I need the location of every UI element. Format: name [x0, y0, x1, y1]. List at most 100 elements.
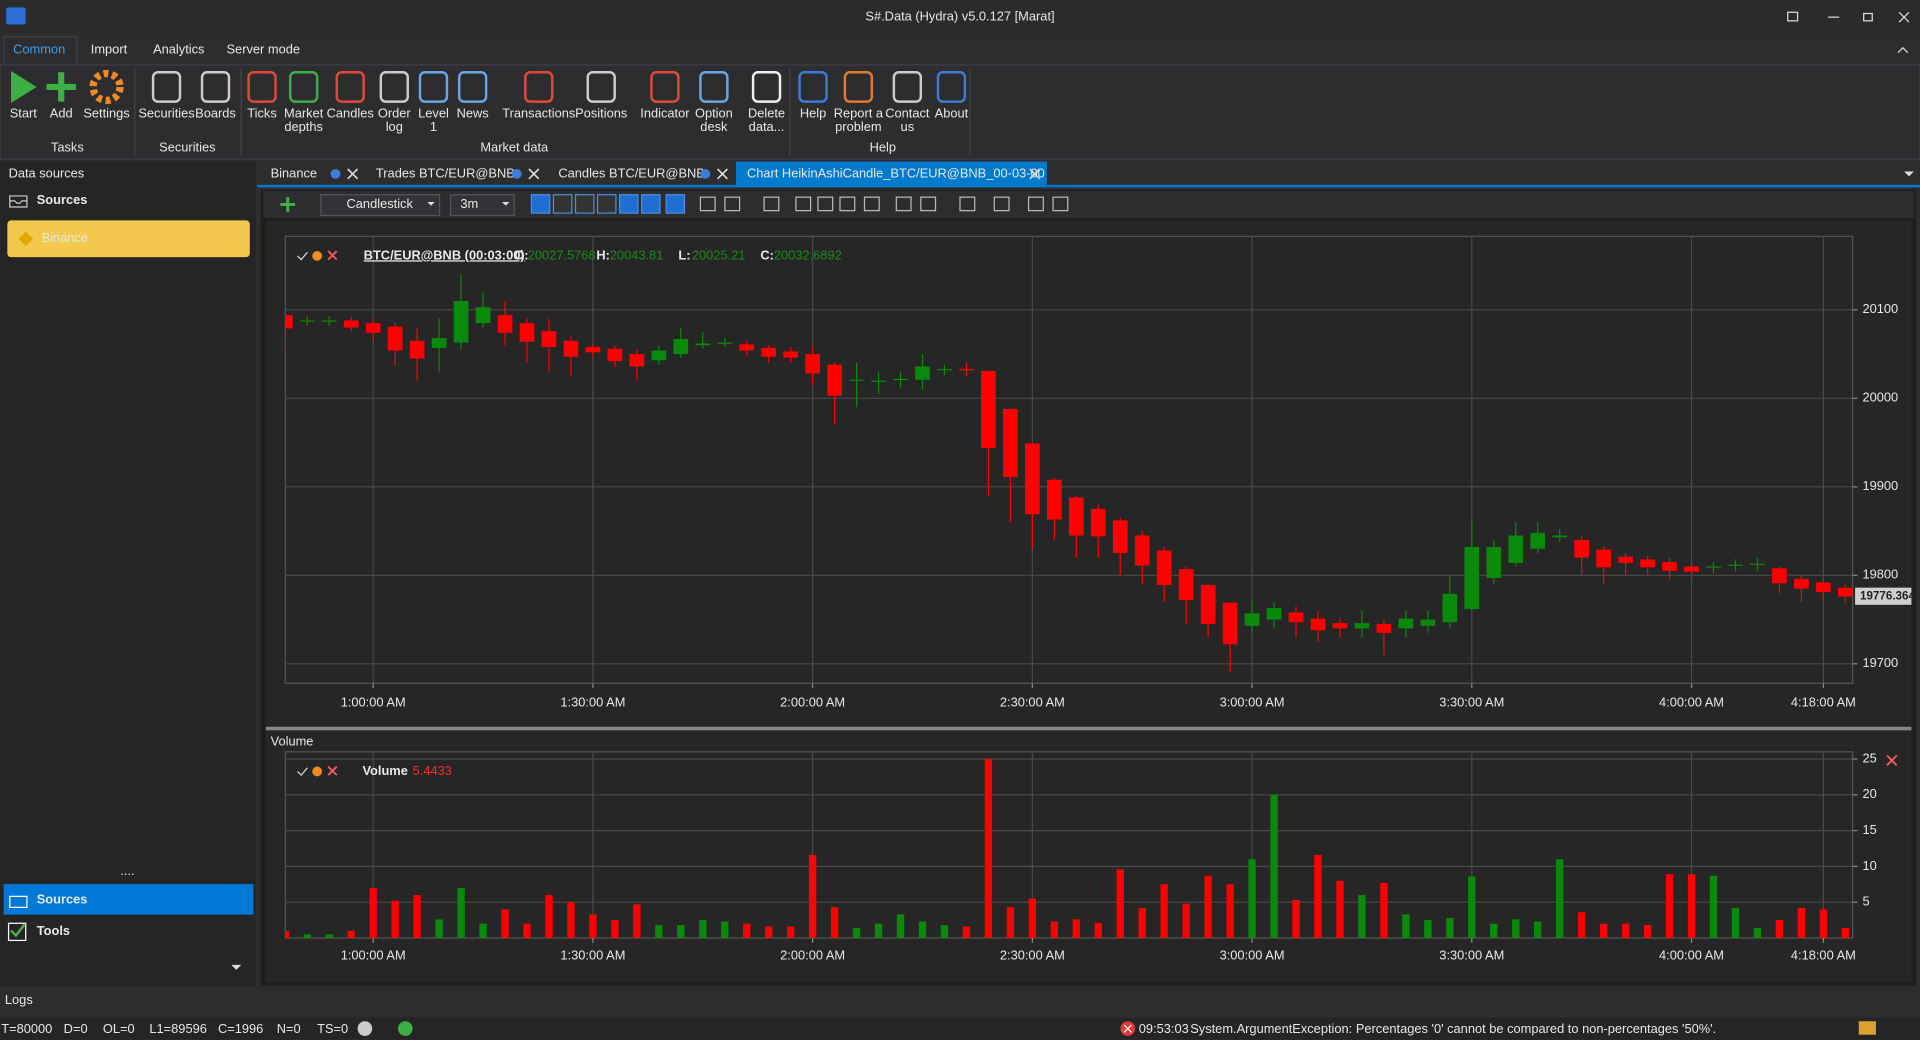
button-icon[interactable]	[89, 69, 124, 105]
ribbon-button-label[interactable]: Transactions	[502, 105, 575, 120]
ribbon-button-label[interactable]: depths	[284, 119, 323, 134]
chart-style[interactable]: Candlestick	[347, 196, 414, 211]
button-icon[interactable]	[699, 71, 729, 103]
button-icon[interactable]	[843, 71, 874, 103]
toolbar-toggle[interactable]	[552, 194, 573, 214]
button-icon[interactable]	[418, 71, 449, 103]
legend-check[interactable]	[297, 251, 308, 261]
toolbar-toggle[interactable]	[641, 194, 661, 214]
toolbar-icon[interactable]	[724, 196, 741, 212]
toolbar-icon[interactable]	[763, 196, 780, 212]
ribbon-button-label[interactable]: Candles	[327, 105, 374, 120]
menu-tab[interactable]: Analytics	[153, 42, 204, 57]
ribbon-button-label[interactable]: About	[935, 105, 969, 120]
nav-overflow[interactable]	[231, 964, 242, 970]
nav-item[interactable]: Sources	[37, 891, 88, 906]
source-item[interactable]: Binance	[42, 230, 88, 245]
ribbon-button-label[interactable]: Help	[800, 105, 826, 120]
toolbar-icon[interactable]	[1052, 196, 1069, 212]
legend-check[interactable]	[297, 767, 308, 777]
toolbar-toggle[interactable]	[665, 194, 686, 214]
ribbon-button-label[interactable]: Contact	[885, 105, 930, 120]
status-button[interactable]	[357, 1021, 373, 1036]
toolbar-icon[interactable]	[699, 196, 716, 212]
button-icon[interactable]	[11, 71, 37, 103]
toolbar-toggle[interactable]	[618, 194, 639, 214]
menu-tab[interactable]: Server mode	[226, 42, 300, 57]
source-item-bg[interactable]	[7, 220, 250, 258]
ribbon-button-label[interactable]: Delete	[748, 105, 785, 120]
doc-tab-help[interactable]	[700, 169, 711, 179]
ribbon-button-label[interactable]: Start	[10, 105, 38, 120]
button-icon[interactable]	[46, 72, 76, 102]
nav-selected[interactable]	[3, 884, 254, 915]
doc-tab[interactable]: Binance	[271, 165, 317, 180]
button-icon[interactable]	[936, 71, 967, 103]
button-icon[interactable]	[892, 71, 923, 103]
ribbon-button-label[interactable]: data...	[749, 119, 785, 134]
toolbar-icon[interactable]	[920, 196, 937, 212]
restore-button[interactable]	[1863, 12, 1873, 22]
style-combo[interactable]	[320, 194, 441, 217]
window-controls[interactable]	[1787, 11, 1910, 23]
doc-tab-help[interactable]	[511, 169, 522, 179]
button-icon[interactable]	[335, 71, 365, 103]
toolbar-toggle[interactable]	[530, 194, 551, 214]
legend-remove[interactable]	[327, 250, 338, 261]
doc-tab-close[interactable]	[1029, 168, 1041, 180]
ribbon-button-label[interactable]: log	[386, 119, 403, 134]
ribbon-button-label[interactable]: Securities	[138, 105, 194, 120]
nav-item[interactable]: Tools	[37, 923, 70, 938]
button-icon[interactable]	[457, 71, 488, 103]
toolbar-icon[interactable]	[959, 196, 976, 212]
toolbar-icon[interactable]	[993, 196, 1010, 212]
legend-settings[interactable]	[312, 251, 323, 261]
button-icon[interactable]	[288, 71, 319, 103]
ribbon-button-label[interactable]: News	[457, 105, 489, 120]
ribbon-button-label[interactable]: Indicator	[640, 105, 690, 120]
toolbar-toggle[interactable]	[596, 194, 617, 214]
doc-tab[interactable]: Candles BTC/EUR@BNB	[558, 165, 705, 180]
button-icon[interactable]	[751, 71, 782, 103]
doc-tab[interactable]: Chart HeikinAshiCandle_BTC/EUR@BNB_00-03…	[747, 165, 1045, 180]
legend-remove[interactable]	[327, 765, 338, 776]
ribbon-button-label[interactable]: Ticks	[247, 105, 277, 120]
ribbon-button-label[interactable]: Market	[284, 105, 324, 120]
ribbon-button-label[interactable]: Boards	[195, 105, 236, 120]
button-icon[interactable]	[151, 71, 182, 103]
button-icon[interactable]	[247, 71, 277, 103]
timeframe-combo[interactable]	[450, 194, 515, 217]
doc-tab[interactable]: Trades BTC/EUR@BNB	[376, 165, 515, 180]
button-icon[interactable]	[524, 71, 554, 103]
toolbar-icon[interactable]	[895, 196, 912, 212]
ribbon-button-label[interactable]: Level	[418, 105, 449, 120]
close-button[interactable]	[1898, 11, 1910, 23]
doc-tab-help[interactable]	[330, 169, 341, 179]
doc-tab-close[interactable]	[528, 168, 540, 180]
ribbon-button-label[interactable]: 1	[430, 119, 437, 134]
ribbon-button-label[interactable]: problem	[835, 119, 881, 134]
ribbon-button-label[interactable]: Order	[378, 105, 412, 120]
button-icon[interactable]	[586, 71, 616, 103]
toolbar-icon[interactable]	[863, 196, 880, 212]
toolbar-icon[interactable]	[1027, 196, 1044, 212]
toolbar-icon[interactable]	[795, 196, 812, 212]
ribbon-button-label[interactable]: us	[901, 119, 915, 134]
status-button[interactable]	[397, 1021, 413, 1036]
pin-button[interactable]	[1787, 11, 1799, 22]
ribbon-button-label[interactable]: Positions	[575, 105, 627, 120]
toolbar-icon[interactable]	[839, 196, 856, 212]
doc-tab-close[interactable]	[716, 168, 728, 180]
ribbon-button-label[interactable]: Add	[50, 105, 73, 120]
button-icon[interactable]	[650, 71, 680, 103]
button-icon[interactable]	[200, 71, 231, 103]
ribbon-button-label[interactable]: Settings	[83, 105, 129, 120]
menu-tab[interactable]: Import	[91, 42, 128, 57]
tab-overflow[interactable]	[1904, 171, 1914, 177]
ribbon-button-label[interactable]: Option	[695, 105, 733, 120]
menu-tab[interactable]: Common	[13, 42, 65, 57]
doc-tab-close[interactable]	[347, 168, 359, 180]
close-pane[interactable]	[1886, 754, 1898, 766]
legend-settings[interactable]	[312, 766, 323, 777]
button-icon[interactable]	[379, 71, 409, 103]
